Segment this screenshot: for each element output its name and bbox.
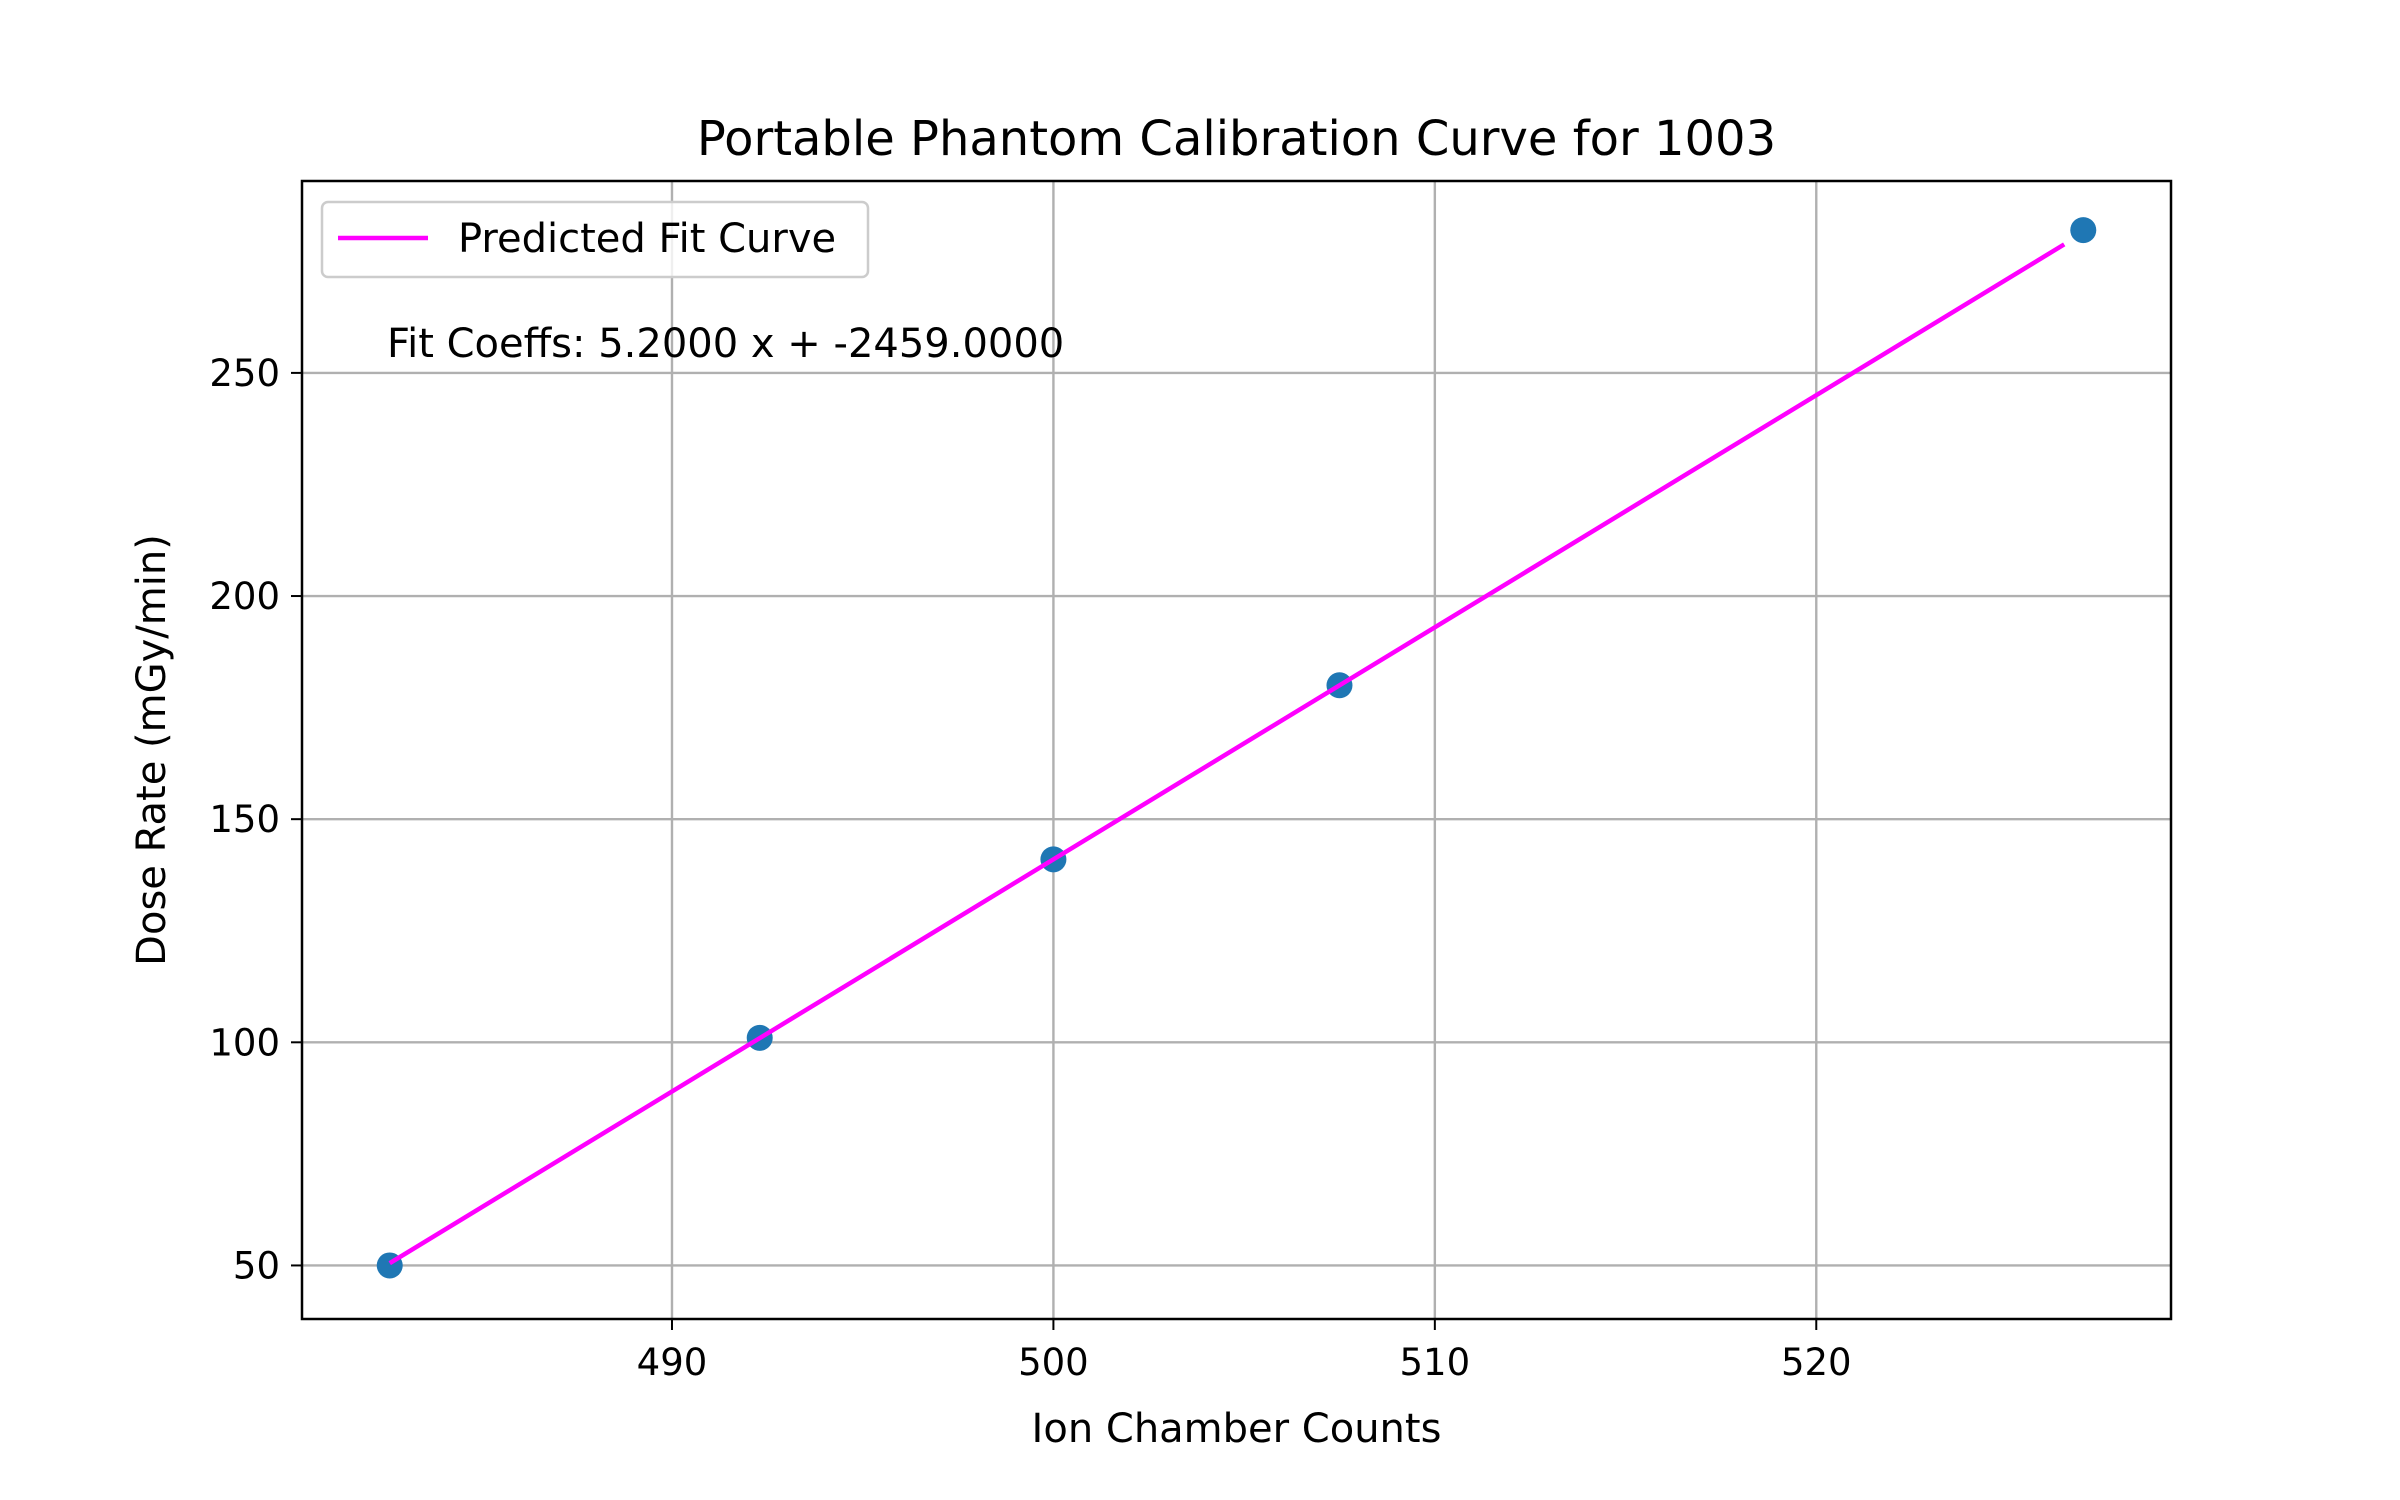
legend-box — [320, 200, 870, 279]
y-tick-label: 250 — [209, 352, 280, 395]
plot-frame — [300, 179, 2173, 1321]
series-layer — [376, 217, 2097, 1279]
x-tick-label: 500 — [1018, 1341, 1089, 1384]
x-tick-label: 510 — [1400, 1341, 1471, 1384]
chart-title: Portable Phantom Calibration Curve for 1… — [697, 111, 1776, 167]
x-tick-label: 520 — [1781, 1341, 1852, 1384]
y-axis-label: Dose Rate (mGy/min) — [129, 534, 175, 966]
fit-curve-line — [388, 242, 2066, 1266]
fit-coeffs-annotation: Fit Coeffs: 5.2000 x + -2459.0000 — [387, 321, 1064, 367]
data-point — [2070, 217, 2097, 244]
legend-entry-label: Predicted Fit Curve — [458, 216, 836, 262]
y-tick-label: 200 — [209, 575, 280, 618]
legend: Predicted Fit Curve — [320, 200, 870, 279]
grid — [302, 181, 2171, 1319]
y-tick-label: 150 — [209, 798, 280, 841]
y-tick-label: 100 — [209, 1021, 280, 1064]
y-tick-label: 50 — [233, 1244, 280, 1287]
x-axis-label: Ion Chamber Counts — [1032, 1406, 1442, 1452]
x-tick-label: 490 — [637, 1341, 708, 1384]
axis-ticks: 490 500 510 520 50 100 150 200 250 — [209, 352, 1851, 1384]
